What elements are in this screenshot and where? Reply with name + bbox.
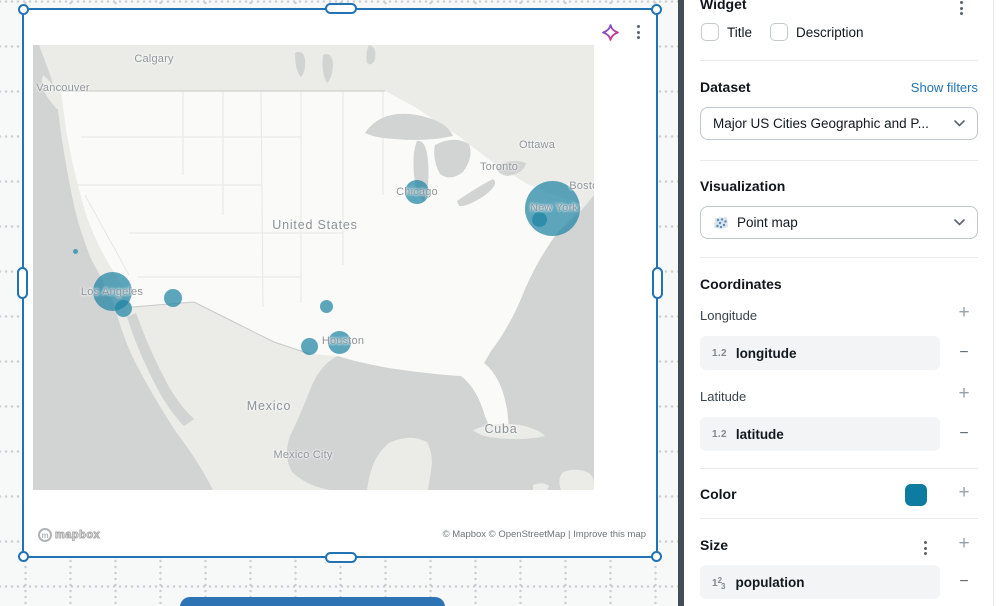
- dataset-select[interactable]: Major US Cities Geographic and P...: [700, 107, 978, 140]
- map-data-bubble[interactable]: [524, 180, 580, 236]
- basemap: [33, 45, 594, 490]
- latitude-field-pill[interactable]: 1.2 latitude: [700, 417, 940, 451]
- visualization-select[interactable]: Point map: [700, 206, 978, 239]
- widget-config-panel: Widget Title Description Dataset Show fi…: [684, 0, 1000, 606]
- dashboard-canvas[interactable]: Vancouver Calgary Ottawa Toronto Boston Chica…: [0, 0, 678, 606]
- resize-handle-top[interactable]: [325, 3, 357, 14]
- resize-handle-top-left[interactable]: [18, 4, 29, 15]
- panel-resize-divider[interactable]: [678, 0, 684, 606]
- widget-kebab-menu-icon[interactable]: [633, 22, 644, 42]
- resize-handle-bottom-right[interactable]: [651, 551, 662, 562]
- map-label-toronto: Toronto: [479, 161, 519, 173]
- resize-handle-left[interactable]: [17, 267, 28, 299]
- show-filters-link[interactable]: Show filters: [910, 80, 978, 95]
- divider: [700, 468, 978, 469]
- map-label-vancouver: Vancouver: [36, 82, 90, 94]
- size-field-name: population: [735, 574, 805, 590]
- divider: [700, 60, 978, 61]
- map-label-united-states: United States: [272, 218, 358, 232]
- point-map-icon: [713, 215, 729, 231]
- section-title-dataset: Dataset: [700, 79, 751, 95]
- longitude-field-pill[interactable]: 1.2 longitude: [700, 336, 940, 370]
- map-data-bubble[interactable]: [405, 180, 429, 204]
- map-label-houston: Houston: [321, 335, 365, 347]
- resize-handle-bottom-left[interactable]: [18, 551, 29, 562]
- map-label-mexico: Mexico: [246, 399, 292, 413]
- mapbox-wordmark: mapbox: [54, 529, 101, 542]
- map-data-bubble[interactable]: [319, 299, 333, 313]
- map-data-bubble[interactable]: [114, 299, 132, 317]
- dataset-select-value: Major US Cities Geographic and P...: [713, 116, 929, 131]
- map-widget[interactable]: Vancouver Calgary Ottawa Toronto Boston Chica…: [17, 3, 663, 563]
- section-title-size: Size: [700, 537, 729, 553]
- color-swatch[interactable]: [905, 484, 927, 506]
- mapbox-logo[interactable]: m mapbox: [38, 528, 100, 542]
- map-label-new-york: New York: [529, 202, 579, 214]
- chevron-down-icon: [954, 219, 965, 226]
- mapbox-badge-icon: m: [38, 528, 52, 542]
- map-label-los-angeles: Los Angeles: [80, 286, 144, 298]
- map-label-mexico-city: Mexico City: [273, 449, 333, 461]
- map-label-ottawa: Ottawa: [518, 139, 556, 151]
- point-map-visualization[interactable]: Vancouver Calgary Ottawa Toronto Boston Chica…: [33, 45, 594, 490]
- add-longitude-button[interactable]: +: [958, 302, 970, 323]
- map-data-bubble[interactable]: [300, 337, 318, 355]
- remove-size-button[interactable]: −: [959, 573, 969, 590]
- decimal-type-icon: 1.2: [712, 428, 727, 440]
- divider: [700, 160, 978, 161]
- title-checkbox-label: Title: [727, 25, 753, 40]
- resize-handle-bottom[interactable]: [325, 552, 357, 563]
- section-title-widget: Widget: [700, 0, 747, 12]
- integer-type-icon: 123: [712, 576, 726, 591]
- map-data-bubble[interactable]: [327, 330, 351, 354]
- latitude-label: Latitude: [700, 389, 747, 404]
- resize-handle-right[interactable]: [652, 267, 663, 299]
- map-data-bubble[interactable]: [72, 248, 78, 254]
- section-title-coordinates: Coordinates: [700, 276, 782, 292]
- size-field-pill[interactable]: 123 population: [700, 565, 940, 599]
- map-attribution[interactable]: © Mapbox © OpenStreetMap | Improve this …: [442, 529, 646, 540]
- add-color-button[interactable]: +: [958, 482, 970, 503]
- map-label-boston: Boston: [569, 180, 594, 192]
- divider: [700, 518, 978, 519]
- map-data-bubble[interactable]: [164, 289, 182, 307]
- visualization-select-value: Point map: [737, 215, 798, 230]
- panel-scroll-track[interactable]: [993, 0, 994, 606]
- widget-toolbar: [602, 22, 644, 42]
- longitude-field-name: longitude: [735, 345, 797, 361]
- description-checkbox[interactable]: [770, 23, 788, 41]
- resize-handle-top-right[interactable]: [651, 4, 662, 15]
- bottom-toolbar[interactable]: [180, 597, 445, 606]
- longitude-label: Longitude: [700, 308, 758, 323]
- map-data-bubble[interactable]: [531, 211, 547, 227]
- map-label-chicago: Chicago: [396, 186, 438, 198]
- section-title-color: Color: [700, 486, 737, 502]
- title-checkbox[interactable]: [701, 23, 719, 41]
- decimal-type-icon: 1.2: [712, 347, 727, 359]
- description-checkbox-label: Description: [796, 25, 864, 40]
- size-options-kebab-icon[interactable]: [920, 538, 931, 558]
- section-title-visualization: Visualization: [700, 178, 786, 194]
- map-label-cuba: Cuba: [484, 422, 518, 436]
- remove-latitude-button[interactable]: −: [959, 425, 969, 442]
- add-latitude-button[interactable]: +: [958, 383, 970, 404]
- remove-longitude-button[interactable]: −: [959, 344, 969, 361]
- chevron-down-icon: [954, 120, 965, 127]
- add-size-button[interactable]: +: [958, 533, 970, 554]
- map-label-calgary: Calgary: [134, 53, 174, 65]
- latitude-field-name: latitude: [735, 426, 784, 442]
- divider: [700, 257, 978, 258]
- widget-section-kebab-icon[interactable]: [956, 0, 967, 18]
- ai-sparkle-icon[interactable]: [602, 23, 619, 41]
